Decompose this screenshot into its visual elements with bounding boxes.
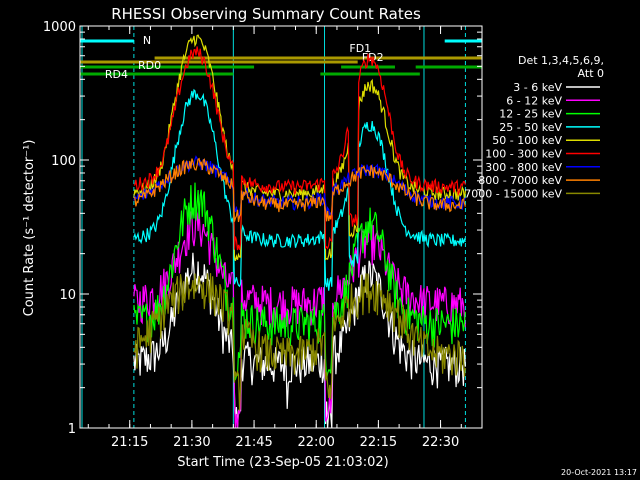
legend-entry-label: 6 - 12 keV [506,94,562,107]
legend-entry-label: 100 - 300 keV [485,148,562,161]
fd1-label: FD1 [349,42,371,55]
x-tick-label: 21:30 [173,435,210,450]
legend-entry-label: 25 - 50 keV [499,121,562,134]
legend-entry-label: 800 - 7000 keV [478,174,562,187]
legend-header-line-2: Att 0 [578,67,604,80]
y-tick-label: 1 [68,422,76,437]
legend-entry-label: 12 - 25 keV [499,108,562,121]
x-tick-label: 22:15 [360,435,397,450]
x-axis-label: Start Time (23-Sep-05 21:03:02) [177,455,388,470]
chart-title: RHESSI Observing Summary Count Rates [111,5,421,23]
plot-frame [79,25,483,429]
x-tick-label: 22:00 [297,435,334,450]
x-tick-label: 21:15 [111,435,148,450]
legend-header-line-1: Det 1,3,4,5,6,9, [518,54,604,67]
y-tick-label: 1000 [43,20,76,35]
series-line-6-12-keV [133,209,466,428]
y-tick-label: 100 [51,154,76,169]
series-line-800-7000-keV [133,157,466,223]
x-tick-label: 21:45 [235,435,272,450]
series-line-12-25-keV [133,182,466,382]
legend-entry-label: 7000 - 15000 keV [464,187,562,200]
series-line-7000-15000-keV [133,273,466,411]
night-label: N [143,34,151,47]
rd4-label: RD4 [105,68,128,81]
rd0-label: RD0 [138,59,161,72]
legend-entry-label: 50 - 100 keV [492,134,562,147]
footer-timestamp: 20-Oct-2021 13:17 [561,468,637,477]
series-line-100-300-keV [133,46,466,251]
y-tick-label: 10 [59,288,76,303]
legend-entry-label: 300 - 800 keV [485,161,562,174]
legend-entry-label: 3 - 6 keV [513,81,562,94]
y-axis-label: Count Rate (s⁻¹ detector⁻¹) [22,140,37,317]
series-line-50-100-keV [133,34,466,261]
series-line-3-6-keV [133,252,466,428]
series-line-25-50-keV [133,88,466,291]
x-tick-label: 22:30 [422,435,459,450]
